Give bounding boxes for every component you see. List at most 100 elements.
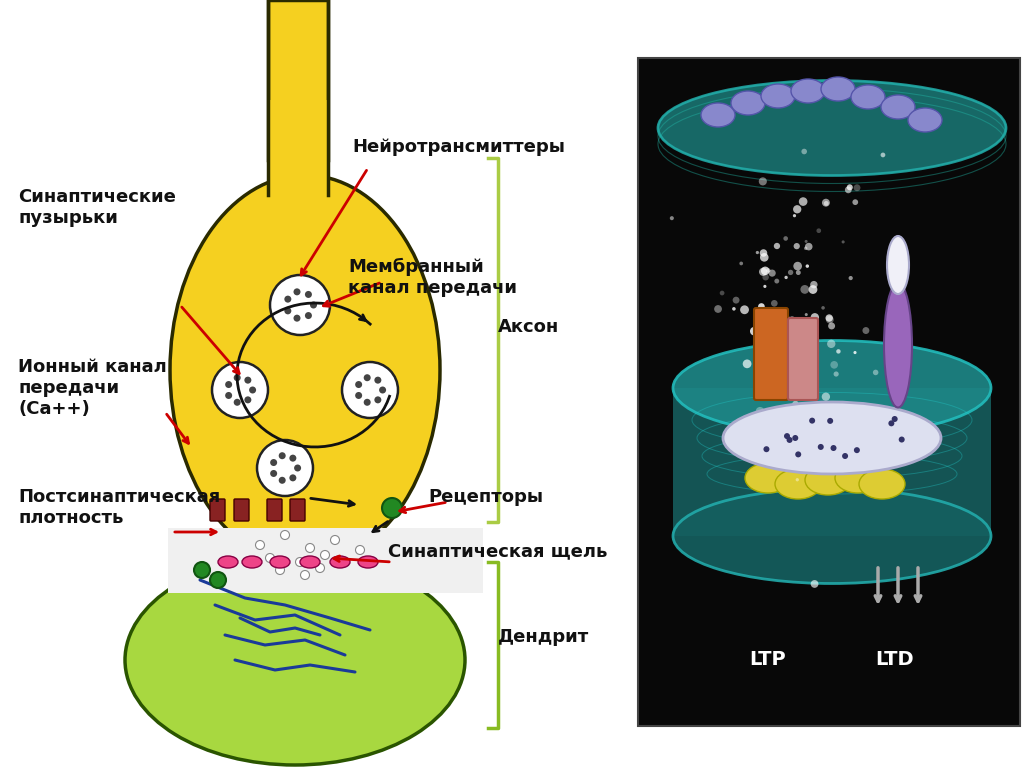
- Circle shape: [761, 267, 769, 275]
- Ellipse shape: [701, 103, 735, 127]
- Circle shape: [355, 381, 362, 388]
- Ellipse shape: [881, 95, 915, 119]
- Circle shape: [804, 246, 807, 250]
- Ellipse shape: [330, 556, 350, 568]
- FancyBboxPatch shape: [210, 499, 225, 521]
- Circle shape: [825, 314, 833, 321]
- Ellipse shape: [791, 79, 825, 103]
- Circle shape: [764, 446, 769, 453]
- Circle shape: [270, 275, 330, 335]
- Circle shape: [279, 477, 286, 484]
- Circle shape: [810, 281, 817, 288]
- Circle shape: [785, 347, 788, 350]
- Circle shape: [670, 216, 674, 220]
- Circle shape: [796, 270, 801, 275]
- Circle shape: [862, 327, 869, 334]
- Circle shape: [811, 580, 818, 588]
- Circle shape: [769, 269, 776, 277]
- Circle shape: [824, 201, 828, 206]
- FancyBboxPatch shape: [168, 528, 483, 593]
- Circle shape: [802, 149, 807, 154]
- Circle shape: [305, 291, 312, 298]
- Circle shape: [281, 531, 290, 539]
- Circle shape: [296, 558, 304, 567]
- Circle shape: [801, 285, 809, 294]
- Text: Рецепторы: Рецепторы: [428, 488, 543, 506]
- Circle shape: [796, 478, 799, 482]
- Circle shape: [849, 276, 853, 280]
- Circle shape: [256, 541, 264, 549]
- Ellipse shape: [821, 77, 855, 101]
- Circle shape: [364, 399, 371, 406]
- Circle shape: [892, 416, 898, 422]
- Circle shape: [771, 357, 774, 360]
- Circle shape: [809, 285, 817, 294]
- Circle shape: [837, 349, 841, 354]
- Circle shape: [315, 564, 325, 572]
- Circle shape: [321, 551, 330, 559]
- Circle shape: [342, 362, 398, 418]
- Circle shape: [294, 314, 300, 321]
- Circle shape: [786, 437, 793, 443]
- Circle shape: [845, 186, 852, 193]
- Circle shape: [821, 393, 830, 401]
- Circle shape: [290, 455, 296, 462]
- Circle shape: [194, 562, 210, 578]
- Circle shape: [765, 343, 771, 349]
- Circle shape: [754, 316, 759, 321]
- Circle shape: [756, 351, 761, 357]
- Circle shape: [225, 392, 232, 399]
- Circle shape: [750, 327, 759, 335]
- Ellipse shape: [761, 84, 795, 108]
- Circle shape: [249, 387, 256, 393]
- Circle shape: [784, 334, 794, 344]
- Circle shape: [290, 474, 296, 482]
- Circle shape: [787, 270, 794, 275]
- FancyBboxPatch shape: [234, 499, 249, 521]
- FancyBboxPatch shape: [267, 499, 282, 521]
- Text: Мембранный
канал передачи: Мембранный канал передачи: [348, 258, 517, 297]
- Circle shape: [270, 459, 278, 466]
- Circle shape: [834, 371, 839, 377]
- Circle shape: [872, 370, 879, 375]
- Circle shape: [828, 322, 836, 330]
- Circle shape: [821, 306, 824, 310]
- Circle shape: [822, 199, 829, 206]
- Circle shape: [766, 268, 770, 272]
- Circle shape: [759, 268, 767, 276]
- Circle shape: [827, 418, 834, 424]
- Ellipse shape: [270, 556, 290, 568]
- Circle shape: [811, 357, 817, 363]
- Circle shape: [760, 249, 767, 257]
- Text: Нейротрансмиттеры: Нейротрансмиттеры: [352, 138, 565, 156]
- Ellipse shape: [859, 469, 905, 499]
- Circle shape: [793, 401, 799, 407]
- Circle shape: [795, 364, 803, 371]
- Ellipse shape: [170, 175, 440, 565]
- Circle shape: [785, 316, 790, 320]
- Circle shape: [793, 435, 799, 441]
- Ellipse shape: [242, 556, 262, 568]
- Ellipse shape: [731, 91, 765, 115]
- Circle shape: [774, 243, 780, 249]
- Circle shape: [225, 381, 232, 388]
- Circle shape: [805, 313, 808, 316]
- Circle shape: [279, 453, 286, 459]
- Circle shape: [818, 444, 823, 450]
- Circle shape: [842, 240, 845, 243]
- Ellipse shape: [745, 463, 791, 493]
- Circle shape: [826, 316, 834, 324]
- Circle shape: [774, 278, 779, 284]
- Text: LTP: LTP: [750, 650, 786, 669]
- FancyBboxPatch shape: [673, 388, 991, 536]
- Circle shape: [245, 377, 251, 384]
- Circle shape: [740, 305, 749, 314]
- Text: Аксон: Аксон: [498, 318, 559, 336]
- Text: Постсинаптическая
плотность: Постсинаптическая плотность: [18, 488, 220, 527]
- Circle shape: [775, 375, 779, 379]
- Ellipse shape: [673, 341, 991, 436]
- Text: Дендрит: Дендрит: [498, 628, 589, 646]
- Circle shape: [375, 377, 381, 384]
- Circle shape: [899, 436, 904, 443]
- Ellipse shape: [358, 556, 378, 568]
